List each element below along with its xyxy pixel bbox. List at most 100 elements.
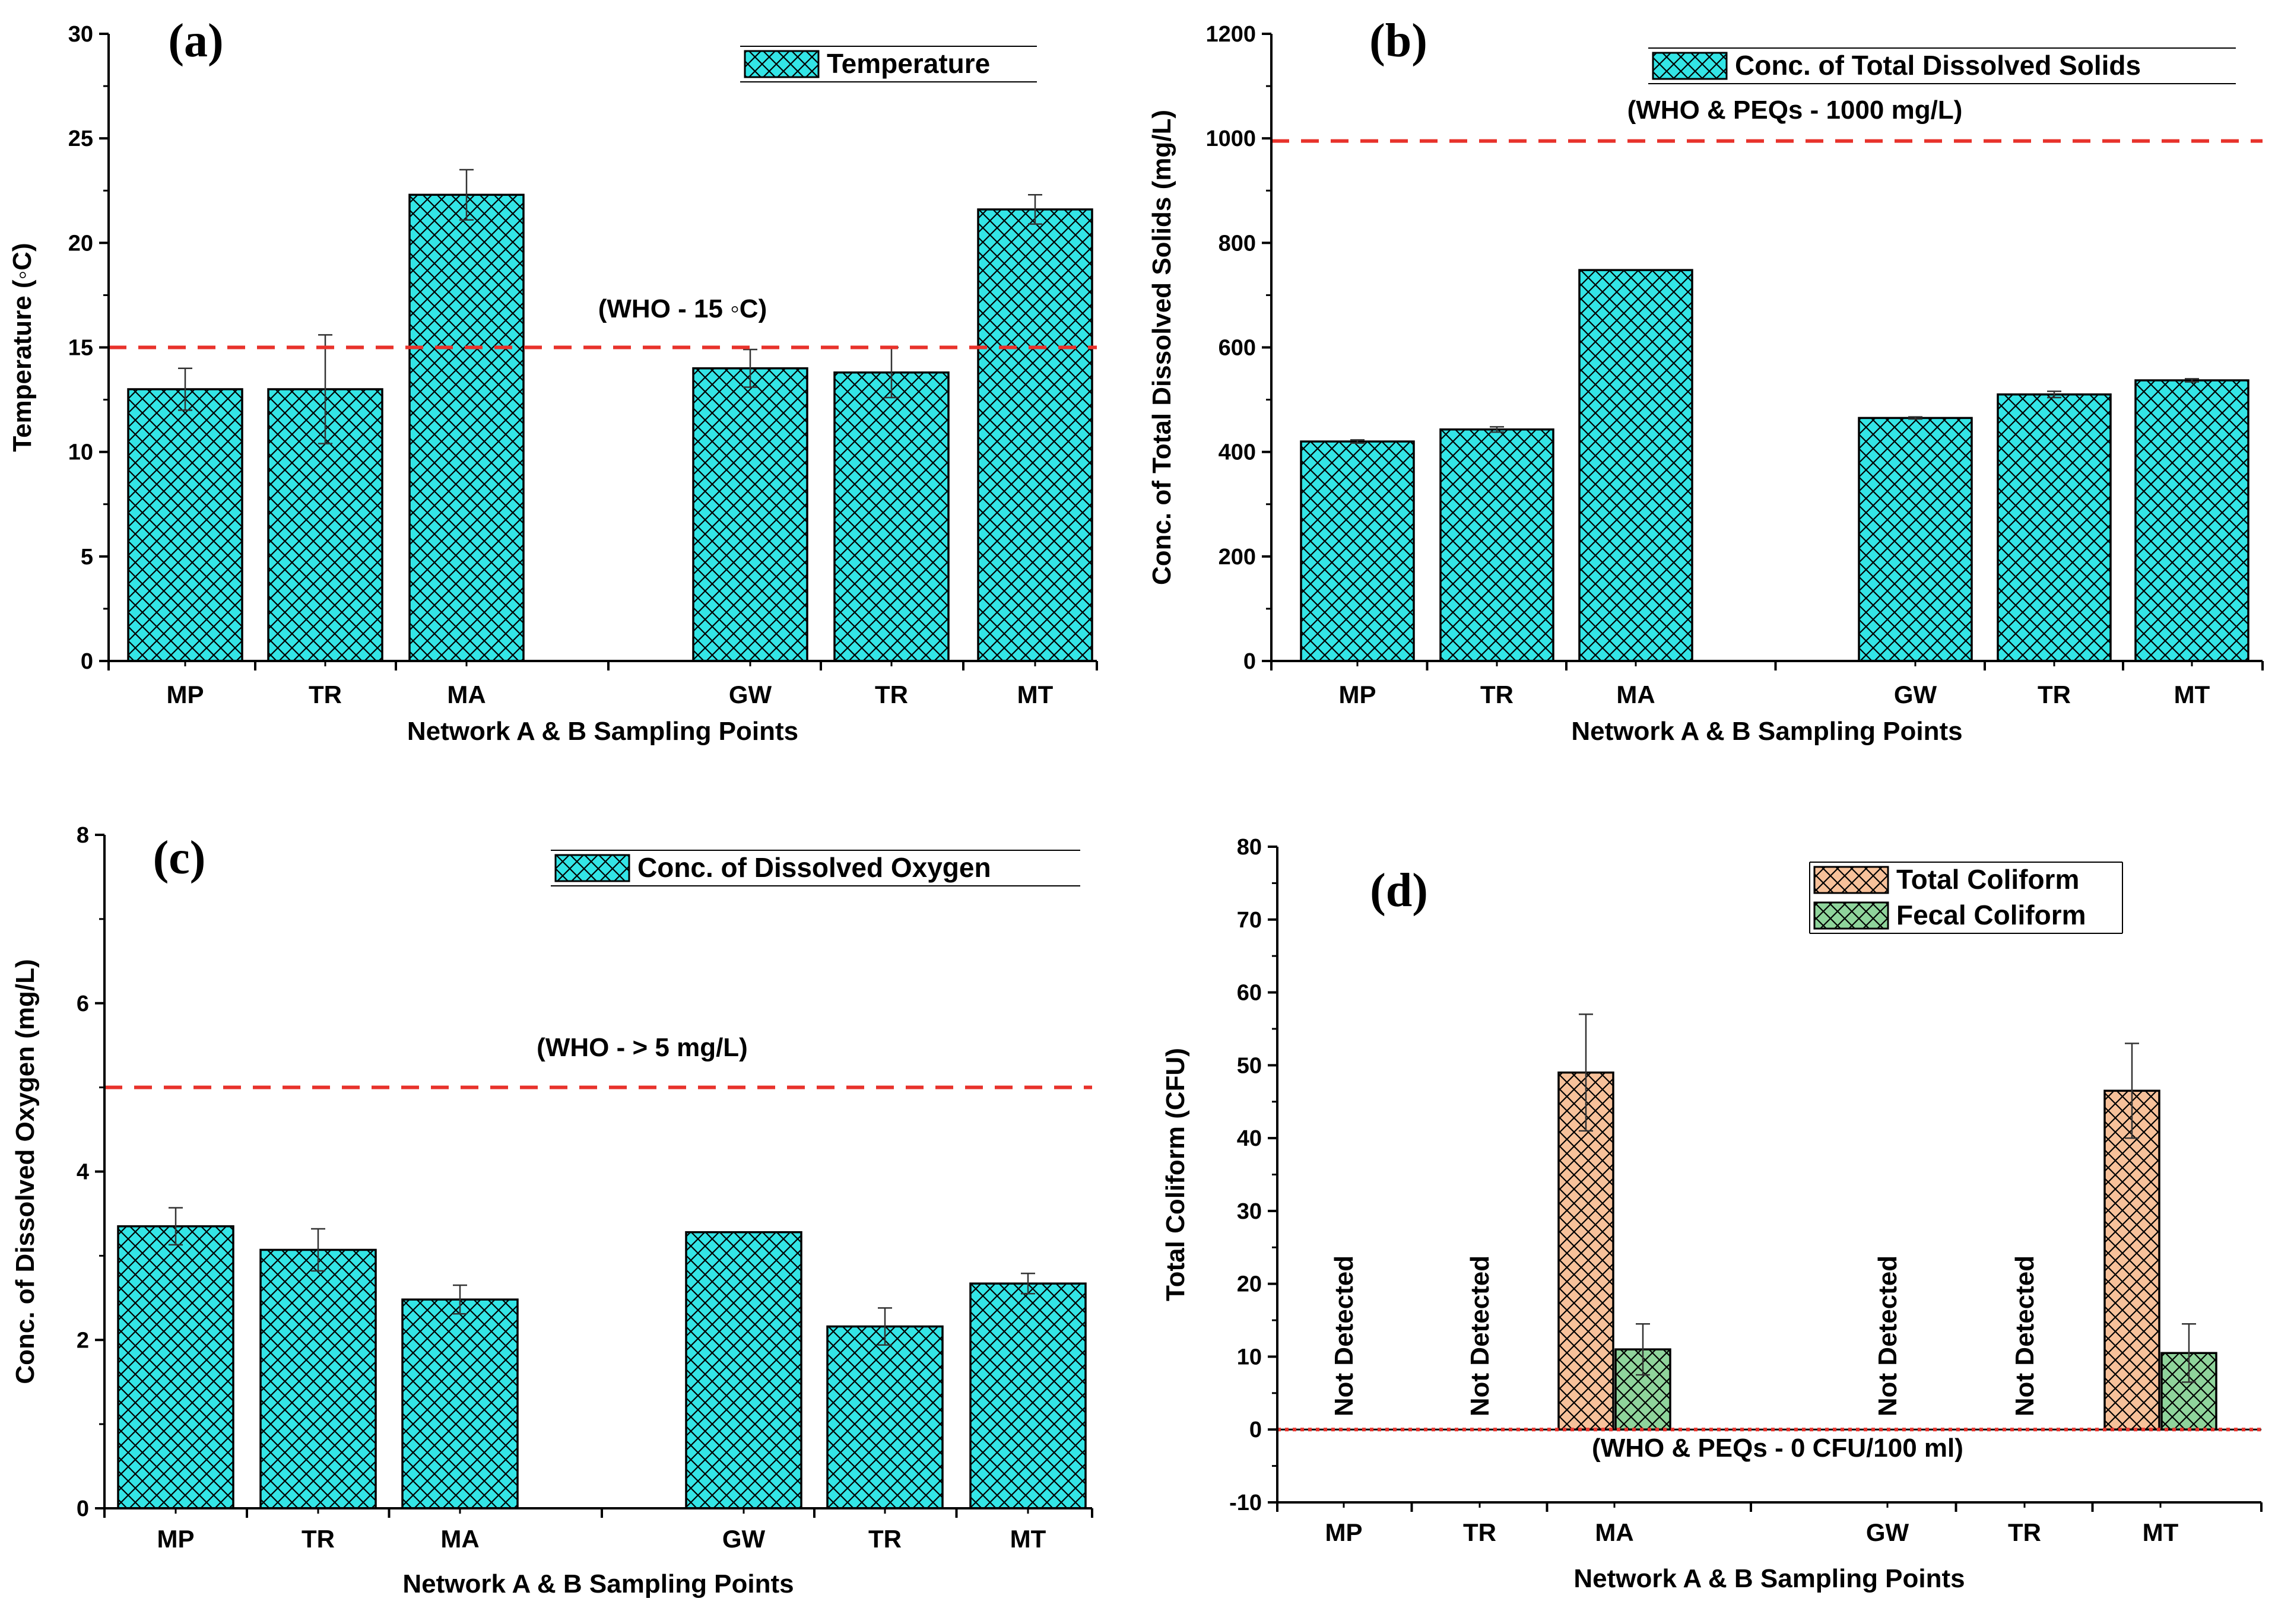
bar-hatch-1-5 [826,1325,944,1509]
category-label-1: MP [1325,1518,1363,1546]
y-tick-label-7: 60 [1237,981,1262,1006]
y-tick-label-9: 80 [1237,835,1262,860]
legend-swatch-hatch-1 [1652,52,1728,80]
legend-label-1: Total Coliform [1896,864,2079,895]
bar-hatch-1-6 [2134,379,2249,662]
guideline-label: (WHO - > 5 mg/L) [537,1033,748,1062]
legend-swatch-hatch-1 [744,50,820,78]
y-tick-label-1: 5 [81,545,93,570]
bar-hatch-1-4 [1858,417,1973,662]
y-tick-label-2: 400 [1219,440,1256,465]
category-label-1: MP [157,1525,195,1553]
y-tick-label-0: -10 [1229,1490,1262,1515]
category-label-2: TR [302,1525,335,1553]
category-label-4: GW [722,1525,766,1553]
bar-hatch-1-6 [2103,1089,2160,1431]
category-label-5: TR [875,681,908,708]
category-label-3: MA [1616,681,1655,708]
y-tick-label-3: 6 [77,991,89,1016]
bar-hatch-1-6 [969,1282,1087,1509]
category-label-2: TR [309,681,342,708]
y-tick-label-0: 0 [1243,649,1256,674]
not-detected-label-5: Not Detected [2010,1256,2039,1416]
legend-label-1: Conc. of Total Dissolved Solids [1735,50,2141,81]
y-tick-label-6: 30 [68,22,93,47]
y-tick-label-6: 1200 [1205,22,1256,47]
y-tick-label-3: 600 [1219,336,1256,361]
chart-panel-1: (WHO - 15 ◦C) 0 5 10 15 20 25 30 MP TR MA GW TR MT Net… [8,15,1098,746]
bar-hatch-1-1 [117,1225,234,1509]
category-label-2: TR [1480,681,1514,708]
y-tick-label-1: 2 [77,1328,89,1353]
bar-hatch-1-4 [692,367,808,662]
y-tick-label-6: 50 [1237,1053,1262,1078]
category-label-4: GW [729,681,772,708]
category-label-6: MT [2143,1518,2179,1546]
y-tick-label-8: 70 [1237,908,1262,933]
bar-hatch-1-2 [1439,428,1554,662]
category-label-1: MP [1339,681,1376,708]
legend-label-2: Fecal Coliform [1896,900,2086,930]
x-axis-label: Network A & B Sampling Points [1571,717,1962,746]
x-axis-label: Network A & B Sampling Points [402,1569,794,1598]
y-tick-label-1: 0 [1249,1418,1262,1442]
chart-panel-4: Not Detected Not Detected Not Detected Not … [1161,835,2263,1593]
y-axis-label: Temperature (◦C) [8,243,37,452]
panel-tag: (a) [168,15,223,67]
y-axis-label: Conc. of Dissolved Oxygen (mg/L) [11,959,40,1384]
guideline-label: (WHO & PEQs - 0 CFU/100 ml) [1592,1434,1963,1463]
x-axis-label: Network A & B Sampling Points [1573,1564,1965,1593]
y-tick-label-5: 25 [68,126,93,151]
bar-hatch-1-5 [1997,393,2112,662]
bar-hatch-1-4 [685,1231,802,1509]
category-label-3: MA [1595,1518,1633,1546]
panel-tag: (d) [1370,865,1428,917]
bar-hatch-1-2 [259,1248,377,1509]
category-label-4: GW [1866,1518,1909,1546]
y-tick-label-2: 10 [1237,1345,1262,1369]
x-axis-label: Network A & B Sampling Points [407,717,798,746]
y-tick-label-3: 15 [68,336,93,361]
guideline-label: (WHO & PEQs - 1000 mg/L) [1627,96,1963,125]
chart-panel-2: (WHO & PEQs - 1000 mg/L) 0 200 400 600 800 100… [1147,15,2264,746]
not-detected-label-2: Not Detected [1465,1256,1495,1416]
guideline-label: (WHO - 15 ◦C) [598,294,767,323]
bar-hatch-1-5 [833,371,950,662]
y-axis-label: Conc. of Total Dissolved Solids (mg/L) [1147,110,1176,585]
category-label-5: TR [2038,681,2071,708]
y-tick-label-2: 4 [77,1160,89,1185]
y-tick-label-5: 1000 [1205,126,1256,151]
y-tick-label-4: 8 [77,823,89,848]
category-label-6: MT [1017,681,1054,708]
category-label-1: MP [167,681,204,708]
legend-label-1: Temperature [827,48,990,79]
category-label-5: TR [2008,1518,2041,1546]
y-tick-label-1: 200 [1219,545,1256,570]
y-tick-label-0: 0 [77,1496,89,1521]
legend-label-1: Conc. of Dissolved Oxygen [637,852,991,883]
category-label-6: MT [1010,1525,1046,1553]
y-tick-label-3: 20 [1237,1272,1262,1297]
y-tick-label-5: 40 [1237,1126,1262,1151]
category-label-3: MA [440,1525,479,1553]
bar-hatch-1-3 [1578,269,1693,662]
category-label-2: TR [1463,1518,1496,1546]
y-tick-label-2: 10 [68,440,93,465]
panel-tag: (b) [1369,15,1427,67]
y-tick-label-0: 0 [81,649,93,674]
y-tick-label-4: 800 [1219,231,1256,256]
legend-swatch-hatch-1 [554,854,630,882]
bar-hatch-1-6 [977,208,1093,662]
chart-panel-3: (WHO - > 5 mg/L) 0 2 4 6 8 MP TR MA GW TR MT Network… [11,823,1093,1598]
bar-hatch-1-3 [401,1298,519,1509]
y-tick-label-4: 20 [68,231,93,256]
not-detected-label-4: Not Detected [1873,1256,1902,1416]
y-tick-label-4: 30 [1237,1199,1262,1224]
y-axis-label: Total Coliform (CFU) [1161,1048,1190,1301]
legend-swatch-hatch-2 [1813,901,1889,930]
panel-tag: (c) [153,832,206,884]
category-label-4: GW [1894,681,1937,708]
bar-hatch-1-1 [1300,440,1415,662]
bar-hatch-1-1 [127,388,243,662]
